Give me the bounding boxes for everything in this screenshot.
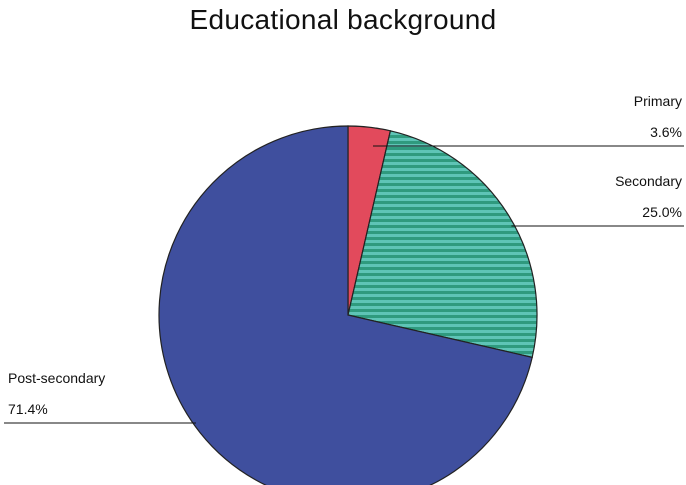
slice-value-primary: 3.6%	[650, 124, 682, 140]
slice-value-post-secondary: 71.4%	[8, 401, 48, 417]
slice-label-secondary: Secondary	[615, 173, 682, 189]
pie-slice-post-secondary	[158, 125, 533, 485]
slice-labels: Primary 3.6% Secondary 25.0% Post-secondary 7…	[4, 93, 684, 424]
pie-slices	[158, 125, 538, 485]
slice-value-secondary: 25.0%	[642, 204, 682, 220]
slice-label-post-secondary: Post-secondary	[8, 370, 105, 386]
pie-slice-secondary	[347, 130, 538, 359]
slice-label-primary: Primary	[634, 93, 682, 109]
chart-title: Educational background	[189, 4, 497, 35]
